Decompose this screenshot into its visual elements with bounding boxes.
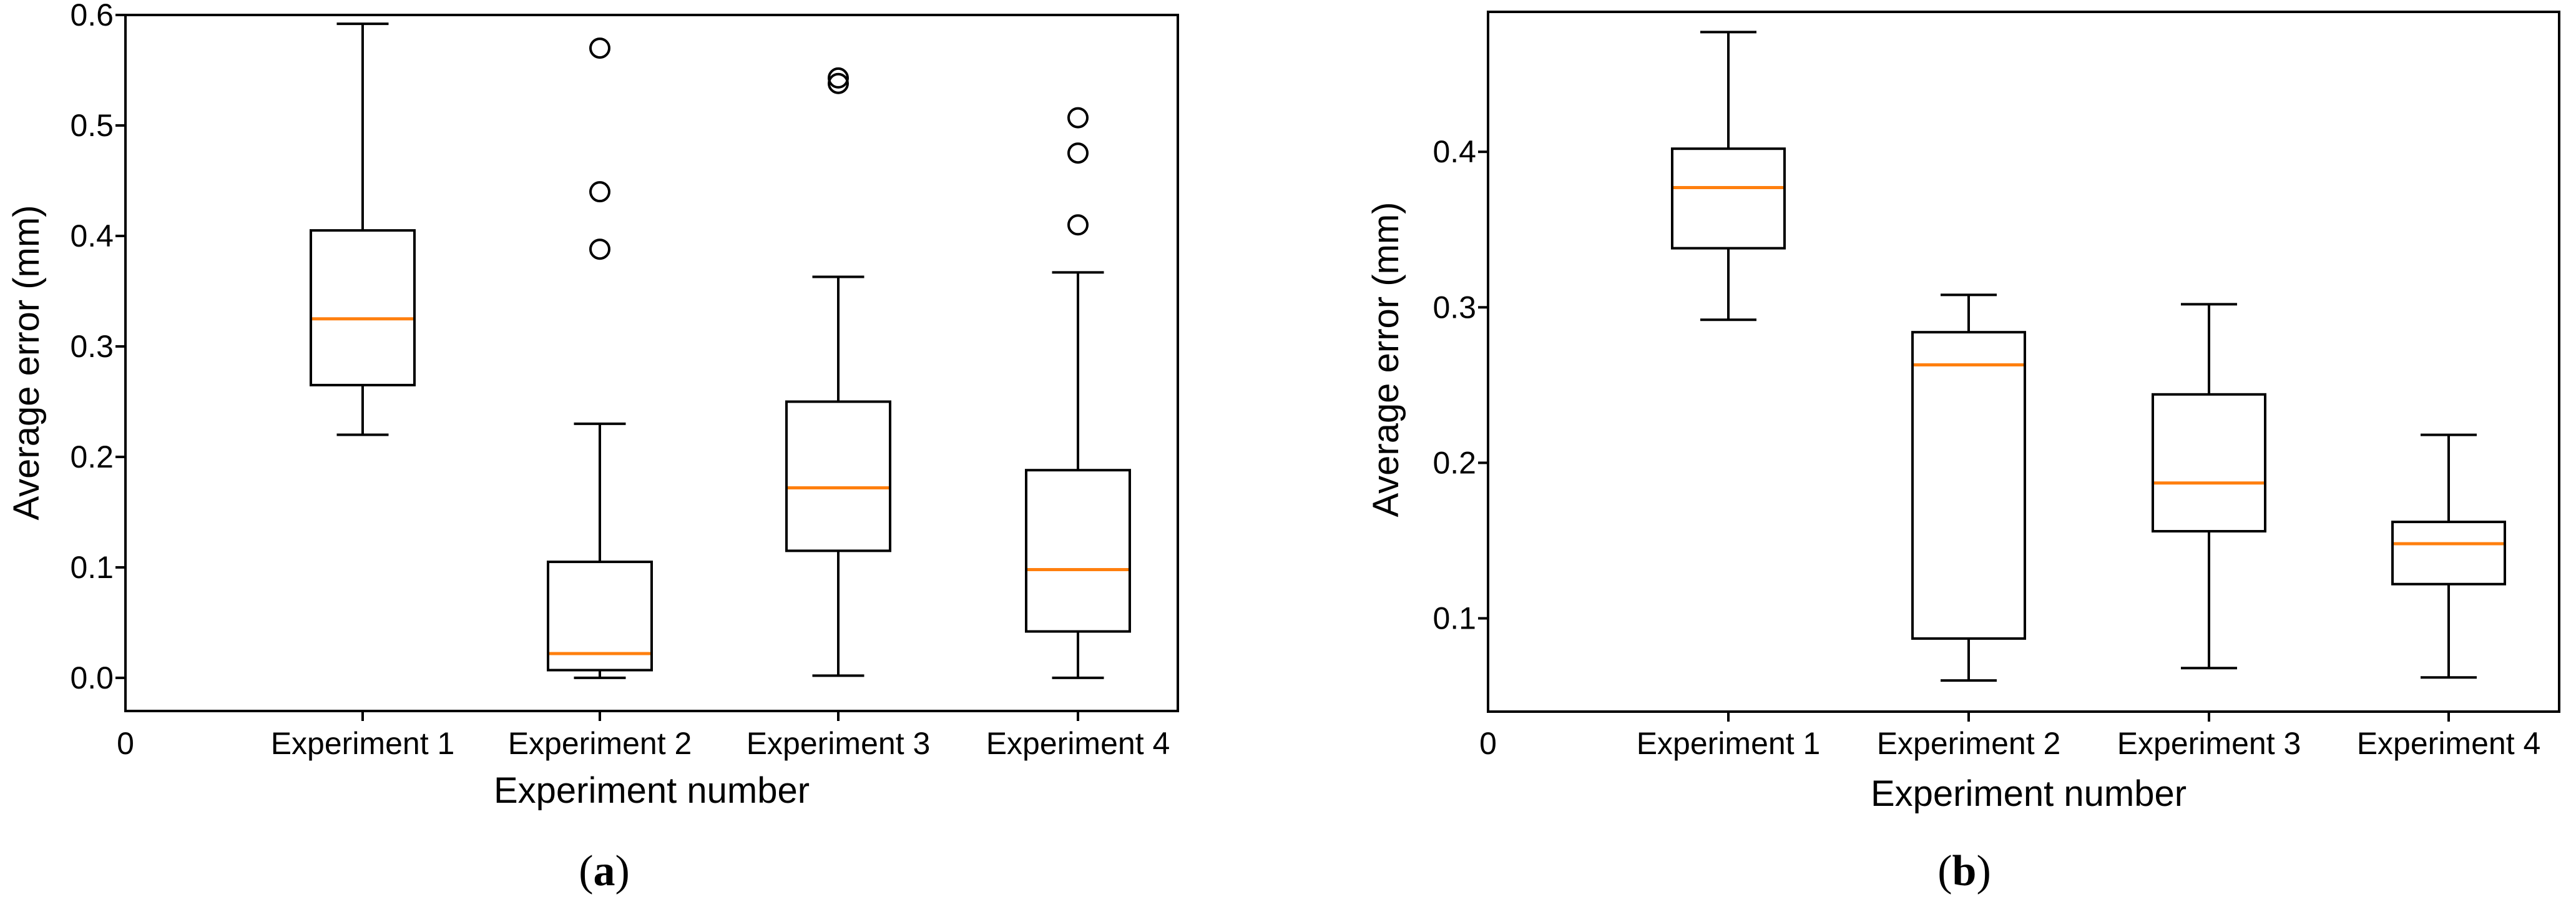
x-tick-label-b-2: Experiment 2 xyxy=(1877,726,2061,761)
outlier-a-3-2 xyxy=(828,67,849,89)
x-axis-title-b: Experiment number xyxy=(1871,773,2187,814)
y-tick-label-a-6: 0.6 xyxy=(70,0,114,32)
box-b-2 xyxy=(1911,331,2026,640)
outlier-a-4-3 xyxy=(1067,107,1089,129)
panel-label-a: (a) xyxy=(579,847,630,895)
box-a-2 xyxy=(547,561,653,672)
x-tick-label-a-2: Experiment 2 xyxy=(508,726,692,761)
box-a-4 xyxy=(1025,469,1131,633)
y-tick-label-b-0: 0.1 xyxy=(1432,601,1476,636)
y-ticks-a: 0.0 0.1 0.2 0.3 0.4 0.5 0.6 xyxy=(70,0,125,695)
outlier-a-2-1 xyxy=(589,238,610,260)
outlier-a-2-2 xyxy=(589,181,610,203)
box-b-3 xyxy=(2152,393,2266,533)
x-ticks-a: Experiment 1 Experiment 2 Experiment 3 Expe… xyxy=(271,711,1170,761)
outlier-a-4-2 xyxy=(1067,142,1089,164)
x-tick-label-b-3: Experiment 3 xyxy=(2117,726,2301,761)
y-tick-label-a-0: 0.0 xyxy=(70,660,114,695)
box-b-1 xyxy=(1671,147,1786,250)
outlier-a-4-1 xyxy=(1067,214,1089,236)
y-tick-label-b-1: 0.2 xyxy=(1432,445,1476,480)
x-tick-label-a-3: Experiment 3 xyxy=(747,726,931,761)
boxplot-marks-b xyxy=(1671,31,2506,682)
x-origin-label-a: 0 xyxy=(117,726,134,761)
y-ticks-b: 0.1 0.2 0.3 0.4 xyxy=(1432,134,1488,636)
x-tick-label-b-1: Experiment 1 xyxy=(1637,726,1821,761)
outlier-a-3-1 xyxy=(828,72,849,94)
x-tick-label-a-1: Experiment 1 xyxy=(271,726,455,761)
x-ticks-b: Experiment 1 Experiment 2 Experiment 3 Expe… xyxy=(1637,712,2541,761)
y-tick-label-b-2: 0.3 xyxy=(1432,290,1476,325)
boxplot-marks-a xyxy=(310,22,1131,679)
panel-a: 0.00.10.20.30.40.50.6 Experiment 1 Experi… xyxy=(6,0,1179,895)
y-tick-label-a-2: 0.2 xyxy=(70,439,114,474)
x-tick-label-b-4: Experiment 4 xyxy=(2357,726,2541,761)
y-tick-label-b-3: 0.4 xyxy=(1432,134,1476,169)
plot-frame-b xyxy=(1487,11,2560,713)
box-b-4 xyxy=(2391,521,2506,586)
y-axis-title-a: Average error (mm) xyxy=(6,205,47,521)
y-tick-label-a-5: 0.5 xyxy=(70,108,114,143)
x-axis-title-a: Experiment number xyxy=(494,770,810,811)
outlier-a-2-3 xyxy=(589,37,610,59)
y-axis-title-b: Average error (mm) xyxy=(1366,202,1406,517)
x-origin-label-b: 0 xyxy=(1479,726,1497,761)
panel-label-b: (b) xyxy=(1937,847,1991,895)
panel-label-letter-b: b xyxy=(1952,847,1977,895)
box-a-1 xyxy=(310,229,416,386)
plot-frame-a xyxy=(124,14,1179,712)
y-tick-label-a-1: 0.1 xyxy=(70,550,114,585)
panel-label-letter-a: a xyxy=(594,847,615,895)
y-tick-label-a-3: 0.3 xyxy=(70,329,114,364)
x-tick-label-a-4: Experiment 4 xyxy=(986,726,1170,761)
panel-b: 0.10.20.30.4 Experiment 1 Experiment 2 Exp… xyxy=(1366,11,2560,895)
y-tick-label-a-4: 0.4 xyxy=(70,218,114,253)
box-a-3 xyxy=(785,400,891,552)
